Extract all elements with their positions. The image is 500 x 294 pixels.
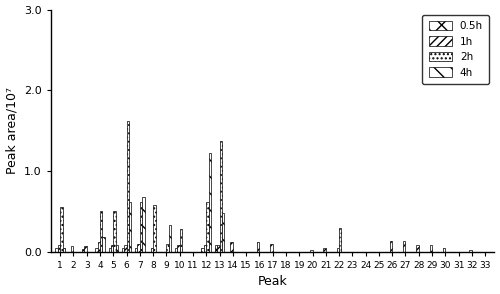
Bar (416, 245, 418, 252)
Bar (430, 245, 432, 252)
Bar (142, 197, 144, 252)
Bar (208, 153, 211, 252)
Bar (140, 202, 142, 252)
Bar (84, 246, 86, 252)
Bar (62, 248, 65, 252)
Bar (124, 245, 126, 252)
Bar (60, 208, 62, 252)
Y-axis label: Peak area/10⁷: Peak area/10⁷ (6, 87, 18, 174)
Bar (111, 245, 114, 252)
Bar (336, 248, 339, 252)
Bar (82, 249, 84, 252)
Bar (116, 245, 118, 252)
Bar (178, 245, 180, 252)
Bar (443, 248, 446, 252)
Bar (71, 246, 74, 252)
Bar (470, 250, 472, 252)
Bar (310, 250, 312, 252)
Bar (257, 242, 260, 252)
Bar (122, 248, 124, 252)
Bar (206, 202, 208, 252)
Bar (166, 244, 169, 252)
Bar (270, 244, 272, 252)
Bar (138, 244, 140, 252)
Bar (102, 237, 105, 252)
Bar (215, 245, 217, 252)
X-axis label: Peak: Peak (258, 275, 288, 288)
Bar (95, 248, 98, 252)
Bar (135, 248, 138, 252)
Bar (98, 242, 100, 252)
Bar (169, 225, 171, 252)
Bar (151, 248, 153, 252)
Bar (129, 202, 132, 252)
Bar (108, 248, 111, 252)
Bar (100, 211, 102, 252)
Bar (220, 141, 222, 252)
Bar (217, 245, 220, 252)
Bar (339, 228, 342, 252)
Bar (56, 248, 58, 252)
Bar (403, 240, 406, 252)
Bar (58, 245, 60, 252)
Legend: 0.5h, 1h, 2h, 4h: 0.5h, 1h, 2h, 4h (422, 15, 489, 84)
Bar (175, 248, 178, 252)
Bar (153, 205, 156, 252)
Bar (204, 245, 206, 252)
Bar (126, 121, 129, 252)
Bar (222, 213, 224, 252)
Bar (114, 211, 116, 252)
Bar (390, 240, 392, 252)
Bar (230, 242, 233, 252)
Bar (180, 229, 182, 252)
Bar (202, 248, 204, 252)
Bar (324, 248, 326, 252)
